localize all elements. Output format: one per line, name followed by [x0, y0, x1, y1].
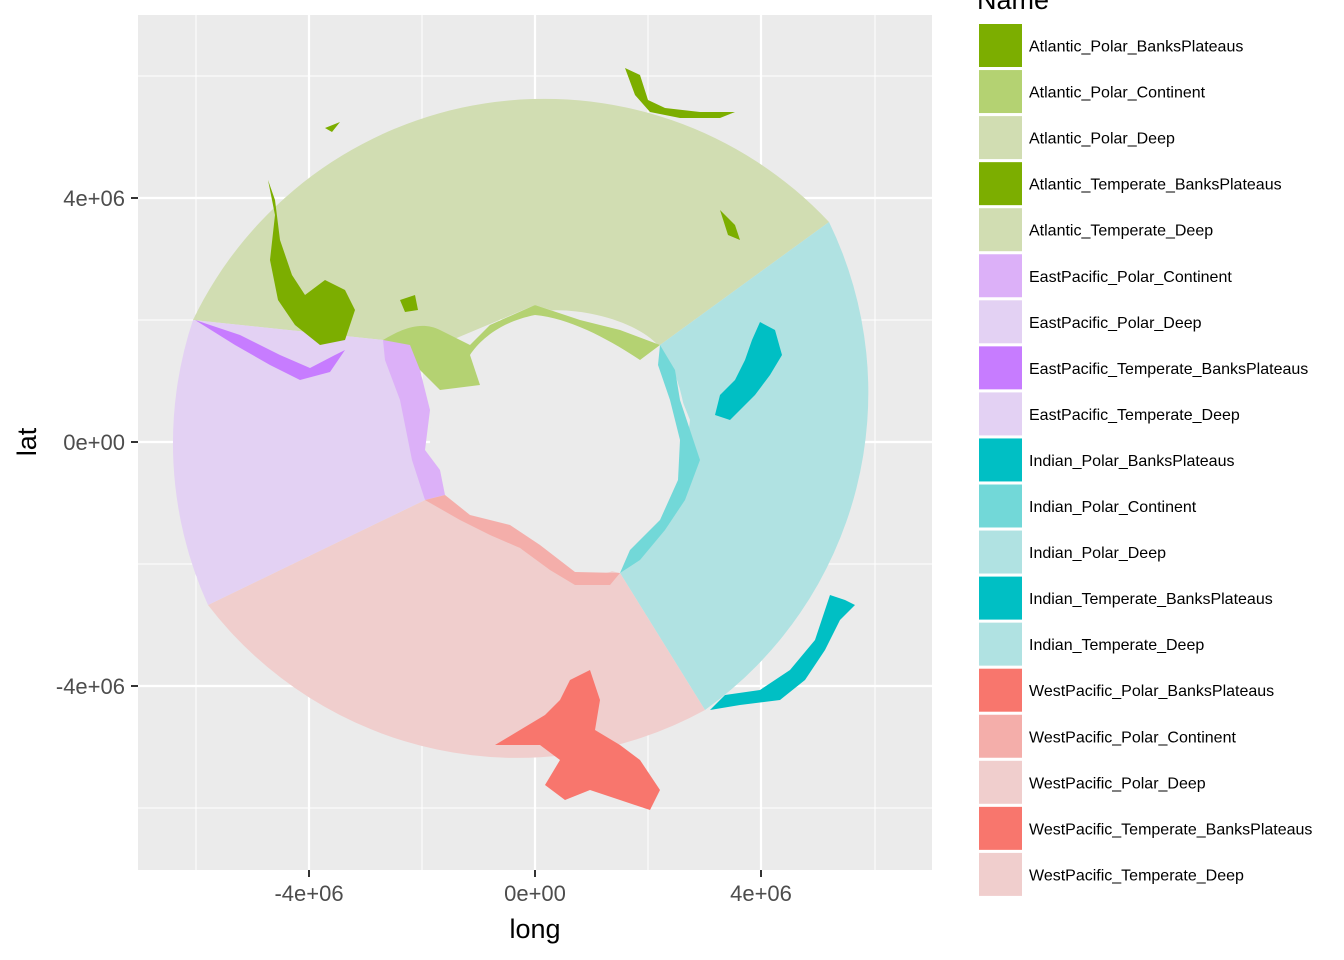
eastpacific-deep-sector — [172, 320, 425, 605]
continental-shelves — [383, 305, 700, 585]
legend-item: Atlantic_Polar_BanksPlateaus — [979, 24, 1243, 67]
x-axis: -4e+06 0e+00 4e+06 — [274, 870, 792, 906]
atlantic-banks-africa — [625, 68, 735, 118]
legend-swatch — [979, 760, 1022, 804]
legend-label: EastPacific_Temperate_BanksPlateaus — [1029, 361, 1308, 378]
legend-title: Name — [977, 0, 1049, 15]
legend-item: EastPacific_Temperate_BanksPlateaus — [979, 346, 1308, 390]
legend-label: WestPacific_Temperate_Deep — [1029, 867, 1244, 884]
eastpacific-banks — [195, 320, 345, 380]
legend-swatch — [979, 300, 1022, 344]
x-tick-label: 4e+06 — [730, 881, 792, 906]
legend-item: Atlantic_Temperate_BanksPlateaus — [979, 162, 1282, 206]
legend-label: Atlantic_Polar_BanksPlateaus — [1029, 39, 1243, 56]
legend-label: Atlantic_Temperate_BanksPlateaus — [1029, 177, 1282, 194]
legend-label: WestPacific_Polar_Deep — [1029, 775, 1206, 792]
legend-item: Indian_Polar_Deep — [979, 530, 1166, 574]
banks-plateaus — [195, 68, 855, 810]
indian-banks-kerguelen — [715, 322, 782, 420]
legend-item: EastPacific_Temperate_Deep — [979, 392, 1240, 436]
legend-label: EastPacific_Polar_Continent — [1029, 269, 1232, 286]
legend-swatch — [979, 714, 1022, 758]
indian-deep-sector — [620, 222, 869, 710]
legend-item: WestPacific_Temperate_Deep — [979, 852, 1244, 896]
legend-swatch — [979, 668, 1022, 712]
legend-swatch — [979, 806, 1022, 850]
legend: Name Atlantic_Polar_BanksPlateaus Atlanti… — [977, 0, 1312, 896]
legend-swatch — [979, 576, 1022, 620]
legend-swatch — [979, 116, 1022, 160]
legend-label: WestPacific_Polar_BanksPlateaus — [1029, 683, 1274, 700]
indian-polar-continent — [620, 345, 700, 573]
legend-label: Indian_Temperate_BanksPlateaus — [1029, 591, 1273, 608]
legend-label: Indian_Polar_Deep — [1029, 545, 1166, 562]
westpacific-polar-continent — [425, 495, 620, 585]
indian-banks-australia — [710, 595, 855, 710]
legend-swatch — [979, 438, 1022, 482]
legend-swatch — [979, 622, 1022, 666]
legend-item: Atlantic_Temperate_Deep — [979, 208, 1213, 252]
legend-swatch — [979, 392, 1022, 436]
legend-label: Indian_Temperate_Deep — [1029, 637, 1204, 654]
legend-label: Atlantic_Polar_Continent — [1029, 85, 1206, 102]
eastpacific-polar-continent — [383, 340, 445, 500]
legend-swatch — [979, 254, 1022, 298]
legend-swatch — [979, 70, 1022, 114]
legend-swatch — [979, 24, 1022, 67]
legend-swatch — [979, 852, 1022, 896]
atlantic-polar-continent — [383, 305, 660, 390]
legend-label: Indian_Polar_Continent — [1029, 499, 1197, 516]
atlantic-deep-sector — [193, 98, 829, 346]
antarctica-continent — [430, 310, 688, 576]
legend-label: Atlantic_Polar_Deep — [1029, 131, 1175, 148]
legend-item: Indian_Polar_Continent — [979, 484, 1197, 528]
westpacific-banks-newzealand — [495, 670, 660, 810]
legend-label: WestPacific_Polar_Continent — [1029, 729, 1236, 746]
legend-label: EastPacific_Polar_Deep — [1029, 315, 1202, 332]
legend-item: WestPacific_Polar_Continent — [979, 714, 1236, 758]
y-axis-title: lat — [12, 427, 42, 456]
legend-swatch — [979, 530, 1022, 574]
legend-label: EastPacific_Temperate_Deep — [1029, 407, 1240, 424]
y-axis: 4e+06 0e+00 -4e+06 — [56, 186, 138, 699]
legend-label: WestPacific_Temperate_BanksPlateaus — [1029, 821, 1312, 838]
legend-swatch — [979, 346, 1022, 390]
legend-item: Indian_Temperate_BanksPlateaus — [979, 576, 1273, 620]
legend-item: WestPacific_Polar_Deep — [979, 760, 1206, 804]
x-axis-title: long — [509, 914, 560, 944]
legend-swatch — [979, 484, 1022, 528]
legend-swatch — [979, 208, 1022, 252]
legend-item: WestPacific_Temperate_BanksPlateaus — [979, 806, 1312, 850]
legend-item: Indian_Polar_BanksPlateaus — [979, 438, 1234, 482]
legend-item: WestPacific_Polar_BanksPlateaus — [979, 668, 1274, 712]
legend-label: Atlantic_Temperate_Deep — [1029, 223, 1213, 240]
atlantic-banks-south-america — [268, 180, 355, 345]
legend-item: Atlantic_Polar_Deep — [979, 116, 1175, 160]
legend-swatch — [979, 162, 1022, 206]
legend-item: Atlantic_Polar_Continent — [979, 70, 1206, 114]
y-tick-label: -4e+06 — [56, 674, 125, 699]
y-tick-label: 0e+00 — [63, 430, 125, 455]
y-tick-label: 4e+06 — [63, 186, 125, 211]
legend-item: EastPacific_Polar_Deep — [979, 300, 1202, 344]
legend-item: Indian_Temperate_Deep — [979, 622, 1204, 666]
legend-item: EastPacific_Polar_Continent — [979, 254, 1232, 298]
legend-label: Indian_Polar_BanksPlateaus — [1029, 453, 1234, 470]
x-tick-label: -4e+06 — [274, 881, 343, 906]
x-tick-label: 0e+00 — [504, 881, 566, 906]
